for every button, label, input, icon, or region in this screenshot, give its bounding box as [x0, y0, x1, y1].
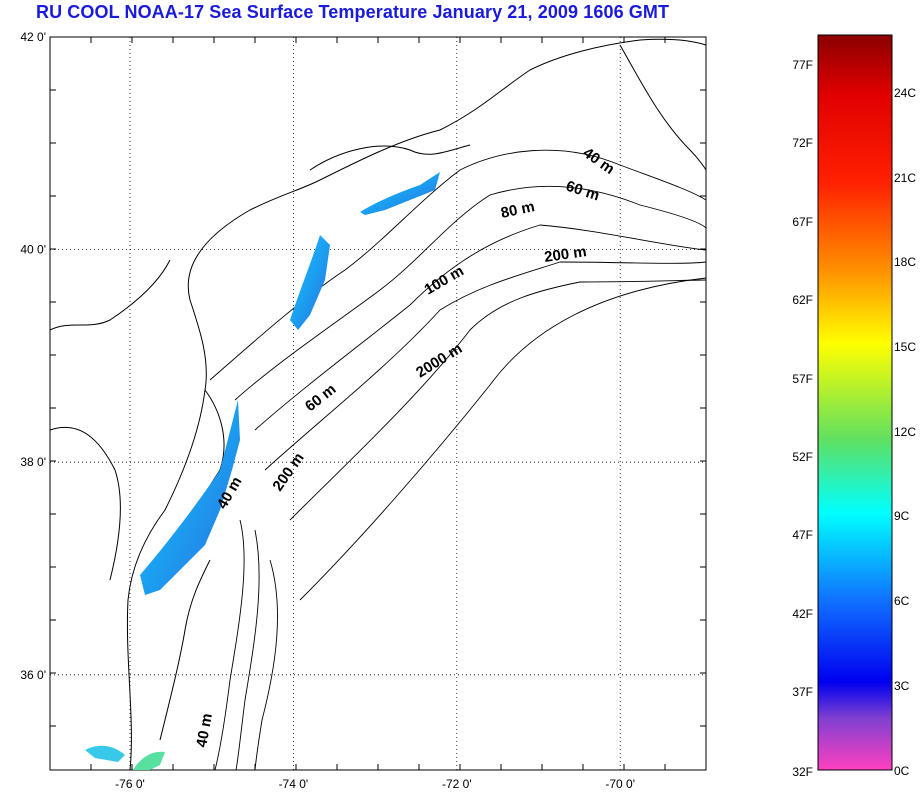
colorbar-celsius-label: 24C [894, 86, 916, 100]
lat-tick-label: 42 0' [20, 30, 46, 44]
colorbar-fahrenheit-label: 72F [792, 136, 813, 150]
colorbar-fahrenheit-label: 62F [792, 293, 813, 307]
bathymetry-contours [209, 149, 707, 771]
colorbar-fahrenheit-label: 77F [792, 58, 813, 72]
colorbar-celsius-label: 18C [894, 255, 916, 269]
sst-swath-delaware [290, 235, 330, 330]
colorbar-fahrenheit-label: 57F [792, 372, 813, 386]
sst-swath-southeast [133, 751, 165, 770]
colorbar-fahrenheit-label: 67F [792, 215, 813, 229]
axis-tick-labels: 42 0' 40 0' 38 0' 36 0' -76 0' -74 0' -72 0' -7… [20, 30, 635, 791]
lat-tick-label: 38 0' [20, 455, 46, 469]
colorbar-fahrenheit-label: 37F [792, 685, 813, 699]
sst-swath-chesapeake [140, 400, 240, 595]
sst-swath-nybight [360, 172, 440, 215]
colorbar-celsius-label: 6C [894, 594, 910, 608]
sst-swath-south [85, 745, 125, 762]
lon-tick-label: -74 0' [279, 777, 309, 791]
colorbar-fahrenheit-label: 42F [792, 607, 813, 621]
map-title: RU COOL NOAA-17 Sea Surface Temperature … [36, 2, 670, 22]
colorbar-celsius-label: 3C [894, 679, 910, 693]
colorbar [817, 34, 893, 771]
colorbar-fahrenheit-label: 52F [792, 450, 813, 464]
sst-coverage [85, 172, 440, 770]
colorbar-celsius-label: 15C [894, 340, 916, 354]
coastline [49, 38, 707, 771]
map-frame [49, 36, 707, 771]
lat-tick-label: 40 0' [20, 243, 46, 257]
colorbar-fahrenheit-label: 47F [792, 528, 813, 542]
graticule [50, 36, 706, 770]
colorbar-celsius-label: 9C [894, 509, 910, 523]
colorbar-celsius-label: 12C [894, 425, 916, 439]
depth-label: 40 m [193, 712, 216, 749]
lat-tick-label: 36 0' [20, 668, 46, 682]
depth-label: 200 m [543, 243, 587, 266]
colorbar-fahrenheit-label: 32F [792, 765, 813, 779]
depth-label: 80 m [499, 198, 536, 222]
colorbar-labels: 77F 72F 67F 62F 57F 52F 47F 42F 37F 32F 24C 21C 18C 1… [792, 58, 916, 779]
colorbar-celsius-label: 0C [894, 764, 910, 778]
lon-tick-label: -70 0' [605, 777, 635, 791]
lon-tick-label: -72 0' [442, 777, 472, 791]
colorbar-celsius-label: 21C [894, 171, 916, 185]
lon-tick-label: -76 0' [115, 777, 145, 791]
